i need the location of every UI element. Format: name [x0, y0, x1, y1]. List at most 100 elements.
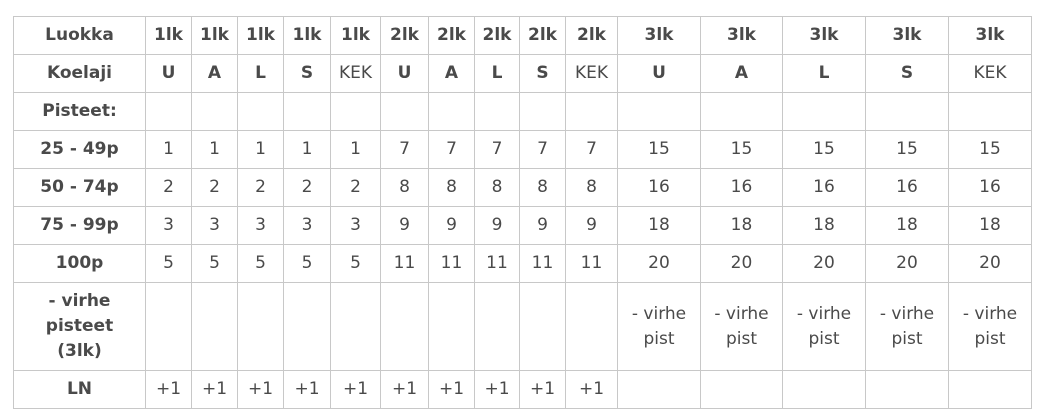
table-cell: 9 [380, 206, 429, 245]
table-cell [145, 282, 192, 371]
table-cell: 5 [330, 244, 381, 283]
row-header: Koelaji [13, 54, 146, 93]
table-cell [700, 370, 783, 409]
table-cell: 2 [145, 168, 192, 207]
table-cell: 9 [519, 206, 566, 245]
table-cell [948, 92, 1032, 131]
table-cell: 11 [519, 244, 566, 283]
table-cell [782, 370, 866, 409]
table-cell [519, 282, 566, 371]
table-cell: 11 [565, 244, 618, 283]
table-row: Luokka 1lk 1lk 1lk 1lk 1lk 2lk 2lk 2lk 2lk 2lk 3lk 3… [13, 16, 1032, 55]
table-cell: 8 [565, 168, 618, 207]
table-cell: +1 [283, 370, 331, 409]
table-cell: 3lk [865, 16, 949, 55]
table-cell: 8 [428, 168, 475, 207]
table-cell [428, 92, 475, 131]
table-row: 25 - 49p 1 1 1 1 1 7 7 7 7 7 15 15 15 15 15 [13, 130, 1032, 169]
table-cell: 3lk [782, 16, 866, 55]
table-cell: S [519, 54, 566, 93]
table-cell: 20 [948, 244, 1032, 283]
table-cell: 2 [283, 168, 331, 207]
row-header: 75 - 99p [13, 206, 146, 245]
table-cell: 8 [519, 168, 566, 207]
table-cell: 1lk [237, 16, 284, 55]
points-table: Luokka 1lk 1lk 1lk 1lk 1lk 2lk 2lk 2lk 2lk 2lk 3lk 3… [13, 16, 1032, 409]
table-cell: 3lk [617, 16, 701, 55]
table-cell: 20 [782, 244, 866, 283]
table-cell: 16 [700, 168, 783, 207]
table-row: LN +1 +1 +1 +1 +1 +1 +1 +1 +1 +1 [13, 370, 1032, 409]
table-cell: 16 [948, 168, 1032, 207]
table-cell: 2lk [380, 16, 429, 55]
table-cell: 3 [145, 206, 192, 245]
table-cell: 3lk [948, 16, 1032, 55]
table-cell: A [428, 54, 475, 93]
table-cell: 3 [191, 206, 238, 245]
table-cell [380, 282, 429, 371]
table-cell: 18 [865, 206, 949, 245]
table-cell [617, 370, 701, 409]
table-cell: U [617, 54, 701, 93]
table-row: 75 - 99p 3 3 3 3 3 9 9 9 9 9 18 18 18 18 18 [13, 206, 1032, 245]
table-cell: 1lk [145, 16, 192, 55]
table-cell: 1lk [283, 16, 331, 55]
table-cell: 1 [237, 130, 284, 169]
row-header: Pisteet: [13, 92, 146, 131]
table-cell: 11 [380, 244, 429, 283]
table-cell [617, 92, 701, 131]
table-cell: 11 [428, 244, 475, 283]
table-cell: 3 [283, 206, 331, 245]
table-cell: 2 [330, 168, 381, 207]
table-cell: 5 [237, 244, 284, 283]
table-cell: - virhe pist [617, 282, 701, 371]
table-cell [330, 92, 381, 131]
table-cell: 9 [474, 206, 520, 245]
table-cell: 7 [428, 130, 475, 169]
table-cell [700, 92, 783, 131]
table-cell: 18 [617, 206, 701, 245]
table-cell: 11 [474, 244, 520, 283]
table-cell: +1 [330, 370, 381, 409]
table-cell: 2lk [474, 16, 520, 55]
table-cell: - virhe pist [865, 282, 949, 371]
table-cell: 3 [237, 206, 284, 245]
table-row: Koelaji U A L S KEK U A L S KEK U A L S KEK [13, 54, 1032, 93]
table-cell [283, 282, 331, 371]
table-cell: S [865, 54, 949, 93]
table-cell: KEK [948, 54, 1032, 93]
table-cell: 18 [782, 206, 866, 245]
table-cell: 1lk [191, 16, 238, 55]
table-row: - virhe pisteet (3lk) - virhe pist - virhe… [13, 282, 1032, 371]
table-cell: 1 [330, 130, 381, 169]
row-header: 25 - 49p [13, 130, 146, 169]
table-cell [237, 282, 284, 371]
table-cell: 8 [380, 168, 429, 207]
table-cell: A [700, 54, 783, 93]
table-cell: KEK [330, 54, 381, 93]
table-cell: +1 [428, 370, 475, 409]
table-cell: +1 [237, 370, 284, 409]
table-cell: 7 [380, 130, 429, 169]
table-cell [474, 282, 520, 371]
table-cell: 1lk [330, 16, 381, 55]
table-cell [380, 92, 429, 131]
table-cell: U [145, 54, 192, 93]
table-cell: +1 [191, 370, 238, 409]
table-cell: L [237, 54, 284, 93]
table-cell [474, 92, 520, 131]
table-cell: S [283, 54, 331, 93]
table-cell [865, 92, 949, 131]
row-header: Luokka [13, 16, 146, 55]
table-cell: - virhe pist [782, 282, 866, 371]
table-cell [948, 370, 1032, 409]
table-cell [145, 92, 192, 131]
table-cell: +1 [145, 370, 192, 409]
table-cell: 18 [948, 206, 1032, 245]
table-row: Pisteet: [13, 92, 1032, 131]
table-cell: - virhe pist [948, 282, 1032, 371]
table-cell [782, 92, 866, 131]
table-cell: 20 [865, 244, 949, 283]
table-cell: 2 [191, 168, 238, 207]
table-cell: A [191, 54, 238, 93]
